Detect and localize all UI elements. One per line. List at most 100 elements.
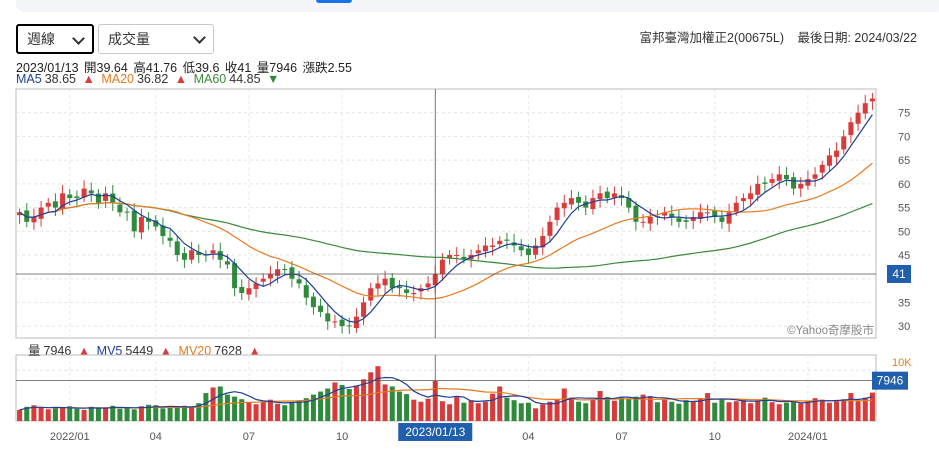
candle-body (690, 217, 696, 222)
candle-body (67, 194, 73, 199)
candle-body (24, 210, 30, 222)
top-search-button-edge[interactable] (316, 0, 352, 3)
time-tick-label: 07 (615, 431, 627, 443)
candle-body (604, 191, 610, 199)
candle-body (518, 246, 524, 251)
volume-bar (167, 406, 173, 421)
volume-bar (633, 396, 639, 421)
candle-body (103, 193, 109, 201)
volume-tick-label: 10K (892, 357, 912, 369)
time-tick-label: 07 (243, 431, 255, 443)
ma60-label: MA60 (193, 72, 227, 86)
volume-bar (375, 366, 381, 421)
candle-body (31, 217, 37, 223)
volume-bar (640, 394, 646, 421)
volume-bar (224, 394, 230, 421)
ohlc-readout: 2023/01/13 開39.64 高41.76 低39.6 收41 量7946… (16, 57, 354, 76)
candle-body (404, 289, 410, 293)
volume-bar (676, 403, 682, 421)
candle-body (332, 321, 338, 323)
volume-bar (669, 401, 675, 421)
candle-body (396, 286, 402, 289)
volume-bar (769, 402, 775, 421)
candle-body (647, 217, 653, 224)
candle-body (826, 155, 832, 166)
crosshair-price-label-bg (887, 264, 911, 283)
candle-body (167, 237, 173, 241)
volume-bar (339, 384, 345, 421)
candle-body (662, 212, 668, 216)
ma20-line (19, 162, 873, 300)
volume-bar (325, 388, 331, 421)
crosshair-volume-label: 7946 (877, 374, 904, 388)
volume-bar (855, 401, 861, 421)
candle-body (346, 325, 352, 327)
period-select[interactable]: 週線 (16, 24, 94, 54)
candle-body (368, 288, 374, 301)
volume-bar (798, 403, 804, 421)
time-tick-label: 04 (522, 431, 534, 443)
volume-bar (812, 398, 818, 421)
volume-bar (396, 391, 402, 421)
volume-bar (411, 399, 417, 421)
price-pane-frame (15, 88, 877, 339)
volume-bar (425, 398, 431, 421)
crosshair-date-label: 2023/01/13 (405, 425, 465, 439)
volume-bar (131, 409, 137, 421)
candle-body (117, 204, 123, 213)
volume-bar (160, 408, 166, 421)
candle-body (683, 220, 689, 222)
candle-body (38, 207, 44, 219)
candle-body (740, 198, 746, 202)
candle-body (855, 112, 861, 124)
volume-bar (461, 402, 467, 421)
candle-body (246, 288, 252, 295)
volume-bar (597, 391, 603, 421)
volume-bar (260, 401, 266, 421)
candle-body (275, 269, 281, 276)
ohlc-change: 漲跌2.55 (302, 61, 352, 75)
price-tick-label: 55 (898, 203, 910, 215)
volume-bar (762, 397, 768, 421)
candle-body (561, 202, 567, 209)
volume-bar (117, 408, 123, 421)
candle-body (705, 212, 711, 214)
candle-body (17, 212, 23, 216)
indicator-select[interactable]: 成交量 (98, 24, 214, 54)
volume-bar (88, 406, 94, 421)
volume-bar (690, 401, 696, 421)
volume-bar (705, 393, 711, 421)
price-tick-label: 45 (898, 250, 910, 262)
candle-body (60, 193, 66, 209)
candle-body (81, 188, 87, 198)
candle-body (848, 122, 854, 136)
candle-body (318, 305, 324, 312)
volume-bar (826, 402, 832, 421)
volume-bar (805, 400, 811, 421)
price-tick-label: 75 (898, 108, 910, 120)
candle-body (131, 210, 137, 232)
volume-bar (17, 409, 23, 421)
volume-bar (518, 403, 524, 421)
volume-bar (568, 397, 574, 421)
period-select-value: 週線 (27, 31, 55, 47)
indicator-select-value: 成交量 (108, 31, 150, 47)
symbol-info: 富邦臺灣加權正2(00675L) 最後日期: 2024/03/22 (630, 27, 918, 46)
time-tick-label: 04 (150, 431, 162, 443)
candle-body (576, 196, 582, 203)
volume-bar (103, 407, 109, 421)
volume-bar (153, 405, 159, 421)
volume-bar (246, 402, 252, 421)
candle-body (762, 182, 768, 184)
volume-bar (447, 404, 453, 421)
volume-bar (712, 402, 718, 421)
candle-body (640, 221, 646, 223)
volume-bar (289, 402, 295, 421)
ohlc-date: 2023/01/13 (16, 61, 79, 75)
ohlc-open: 開39.64 (84, 61, 128, 75)
candle-body (719, 217, 725, 222)
candle-body (95, 193, 101, 203)
volume-bar (654, 402, 660, 421)
volume-bar (554, 399, 560, 421)
